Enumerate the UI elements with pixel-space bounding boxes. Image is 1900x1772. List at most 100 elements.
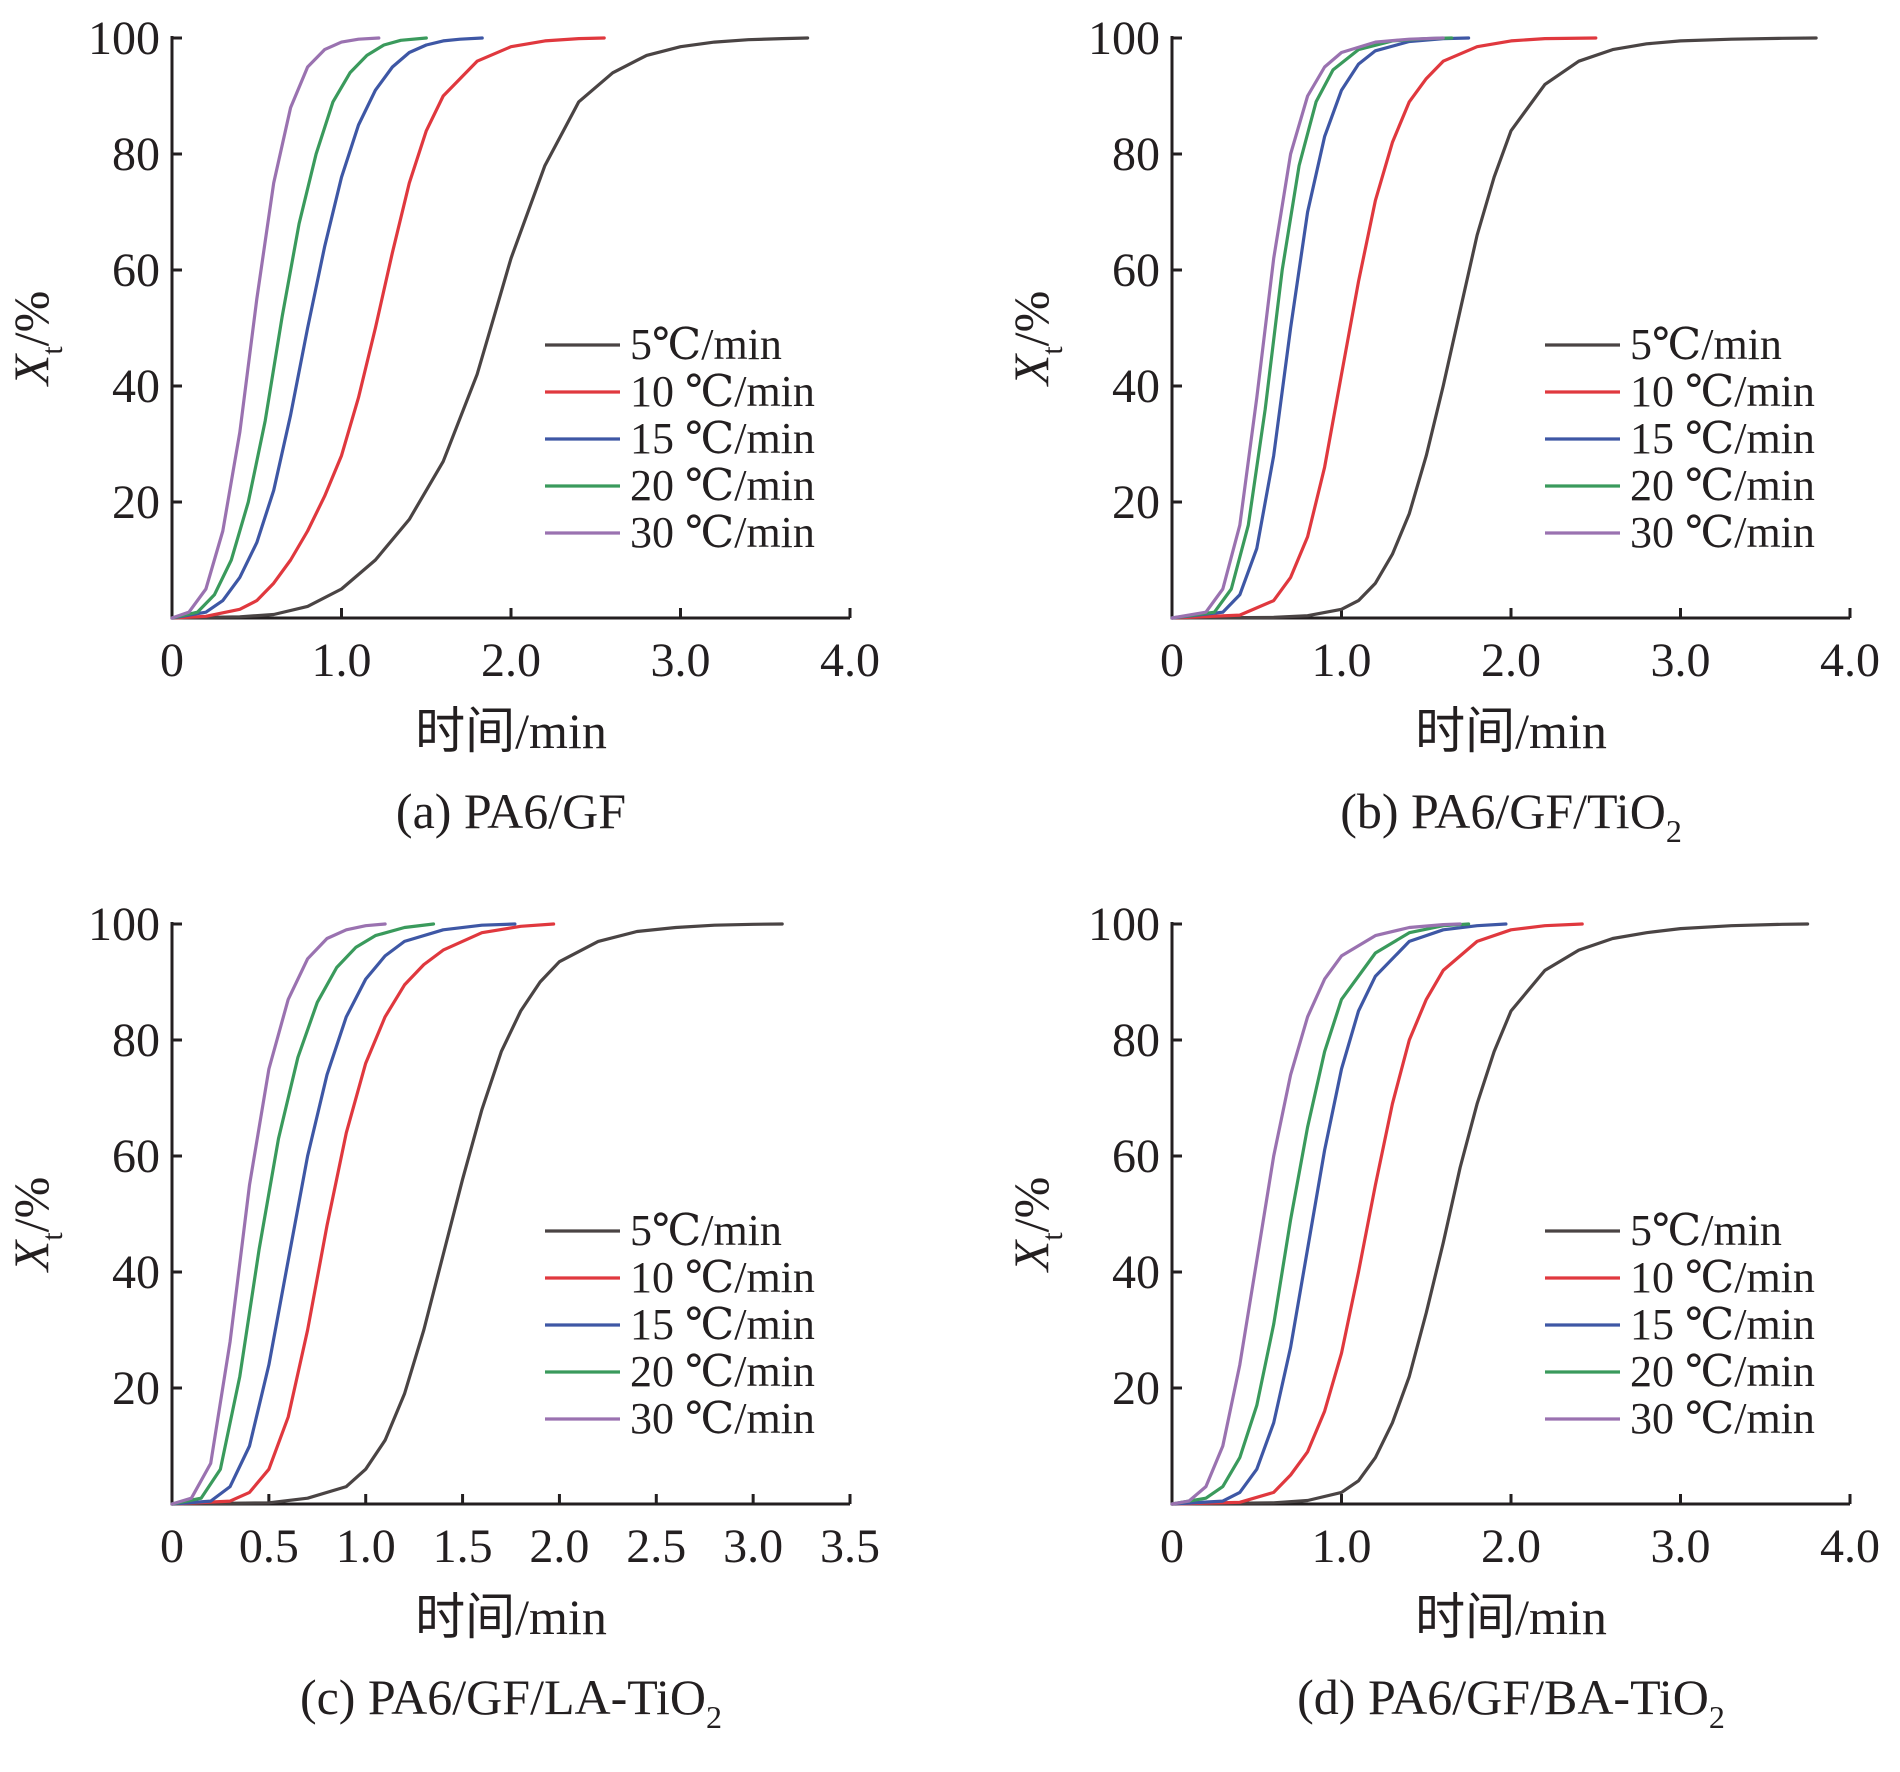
x-axis-title: 时间/min — [1415, 703, 1607, 759]
series-line-30-cmin — [170, 36, 381, 620]
legend-label: 30 ℃/min — [630, 1394, 815, 1443]
x-tick-label: 1.5 — [433, 1520, 493, 1573]
y-tick-label: 40 — [1112, 360, 1160, 413]
x-tick-label: 0 — [160, 634, 184, 687]
series-line-5-cmin — [1170, 36, 1818, 620]
legend-label: 5℃/min — [630, 1206, 782, 1255]
panel-caption: (b) PA6/GF/TiO2 — [1340, 783, 1682, 849]
legend-label: 15 ℃/min — [630, 1300, 815, 1349]
y-tick-label: 100 — [88, 898, 160, 951]
y-tick-label: 80 — [112, 128, 160, 181]
y-tick-label: 20 — [112, 476, 160, 529]
x-tick-label: 3.0 — [723, 1520, 783, 1573]
series-line-10-cmin — [1170, 36, 1598, 620]
x-tick-label: 2.0 — [481, 634, 541, 687]
legend-label: 5℃/min — [630, 320, 782, 369]
series-line-5-cmin — [1170, 922, 1810, 1506]
x-tick-label: 4.0 — [1820, 1520, 1880, 1573]
series-line-30-cmin — [1170, 922, 1462, 1506]
x-tick-label: 4.0 — [820, 634, 880, 687]
y-axis-title: Xt/% — [3, 1177, 69, 1273]
series-line-20-cmin — [170, 36, 428, 620]
series-line-30-cmin — [1170, 36, 1445, 620]
series-line-5-cmin — [170, 36, 810, 620]
x-tick-label: 1.0 — [1312, 1520, 1372, 1573]
x-tick-label: 3.0 — [1651, 1520, 1711, 1573]
y-tick-label: 100 — [1088, 898, 1160, 951]
panel-caption-main: (d) PA6/GF/BA-TiO — [1297, 1669, 1709, 1725]
legend-label: 15 ℃/min — [630, 414, 815, 463]
y-tick-label: 60 — [1112, 244, 1160, 297]
y-tick-label: 40 — [112, 1246, 160, 1299]
x-tick-label: 1.0 — [336, 1520, 396, 1573]
y-axis-title-unit: /% — [1003, 291, 1059, 347]
y-tick-label: 80 — [112, 1014, 160, 1067]
series-line-20-cmin — [170, 922, 436, 1506]
panel-caption: (d) PA6/GF/BA-TiO2 — [1297, 1669, 1725, 1735]
legend-label: 15 ℃/min — [1630, 1300, 1815, 1349]
x-tick-label: 3.0 — [651, 634, 711, 687]
chart-panel-b: 0 1.0 2.0 3.0 4.0 20 40 60 80 100 时间/min Xt/% 5℃/min… — [1000, 0, 1900, 886]
series-line-15-cmin — [1170, 36, 1471, 620]
panel-caption: (c) PA6/GF/LA-TiO2 — [300, 1669, 722, 1735]
y-axis-title-unit: /% — [3, 1177, 59, 1233]
x-tick-label: 0 — [1160, 1520, 1184, 1573]
panel-caption: (a) PA6/GF — [396, 783, 626, 839]
y-axis-title-symbol: X — [3, 1238, 59, 1273]
y-tick-label: 60 — [112, 244, 160, 297]
chart-svg-c: 0 0.5 1.0 1.5 2.0 2.5 3.0 3.5 20 40 60 80 100 时间/min X… — [3, 898, 880, 1735]
y-axis-title-subscript: t — [36, 1232, 69, 1241]
x-axis-title: 时间/min — [415, 1589, 607, 1645]
legend-label: 5℃/min — [1630, 320, 1782, 369]
y-axis-title-symbol: X — [1003, 1238, 1059, 1273]
x-tick-label: 4.0 — [1820, 634, 1880, 687]
panel-caption-main: (b) PA6/GF/TiO — [1340, 783, 1666, 839]
y-tick-label: 80 — [1112, 128, 1160, 181]
panel-caption-subscript: 2 — [1666, 813, 1682, 849]
series-line-10-cmin — [170, 36, 606, 620]
y-tick-label: 100 — [1088, 12, 1160, 65]
series-line-5-cmin — [170, 922, 784, 1506]
x-tick-label: 1.0 — [1312, 634, 1372, 687]
legend-label: 10 ℃/min — [1630, 367, 1815, 416]
x-tick-label: 0 — [1160, 634, 1184, 687]
chart-svg-a: 0 1.0 2.0 3.0 4.0 20 40 60 80 100 时间/min Xt/% 5℃/min… — [3, 12, 880, 839]
chart-svg-d: 0 1.0 2.0 3.0 4.0 20 40 60 80 100 时间/min Xt/% 5℃/min… — [1003, 898, 1880, 1735]
chart-panel-d: 0 1.0 2.0 3.0 4.0 20 40 60 80 100 时间/min Xt/% 5℃/min… — [1000, 886, 1900, 1772]
legend-label: 5℃/min — [1630, 1206, 1782, 1255]
panel-caption-subscript: 2 — [1709, 1699, 1725, 1735]
y-axis-title-symbol: X — [3, 352, 59, 387]
legend-label: 30 ℃/min — [1630, 508, 1815, 557]
y-tick-label: 60 — [1112, 1130, 1160, 1183]
y-tick-label: 20 — [1112, 476, 1160, 529]
y-tick-label: 40 — [1112, 1246, 1160, 1299]
panel-caption-subscript: 2 — [706, 1699, 722, 1735]
chart-panel-a: 0 1.0 2.0 3.0 4.0 20 40 60 80 100 时间/min Xt/% 5℃/min… — [0, 0, 950, 886]
legend-label: 20 ℃/min — [630, 1347, 815, 1396]
series-line-30-cmin — [170, 922, 387, 1506]
series-line-20-cmin — [1170, 922, 1471, 1506]
x-axis-title: 时间/min — [415, 703, 607, 759]
legend-label: 20 ℃/min — [630, 461, 815, 510]
y-tick-label: 40 — [112, 360, 160, 413]
x-tick-label: 0 — [160, 1520, 184, 1573]
legend-label: 10 ℃/min — [630, 1253, 815, 1302]
chart-svg-b: 0 1.0 2.0 3.0 4.0 20 40 60 80 100 时间/min Xt/% 5℃/min… — [1003, 12, 1880, 849]
y-axis-title-subscript: t — [1036, 346, 1069, 355]
y-tick-label: 20 — [1112, 1362, 1160, 1415]
y-axis-title: Xt/% — [1003, 291, 1069, 387]
series-line-15-cmin — [1170, 922, 1508, 1506]
series-line-20-cmin — [1170, 36, 1454, 620]
series-line-15-cmin — [170, 36, 484, 620]
legend-label: 30 ℃/min — [1630, 1394, 1815, 1443]
x-tick-label: 2.0 — [529, 1520, 589, 1573]
y-tick-label: 20 — [112, 1362, 160, 1415]
x-axis-title: 时间/min — [1415, 1589, 1607, 1645]
y-tick-label: 60 — [112, 1130, 160, 1183]
x-tick-label: 2.5 — [626, 1520, 686, 1573]
y-axis-title: Xt/% — [3, 291, 69, 387]
y-tick-label: 100 — [88, 12, 160, 65]
legend-label: 20 ℃/min — [1630, 1347, 1815, 1396]
x-tick-label: 3.0 — [1651, 634, 1711, 687]
panel-caption-main: (a) PA6/GF — [396, 783, 626, 839]
